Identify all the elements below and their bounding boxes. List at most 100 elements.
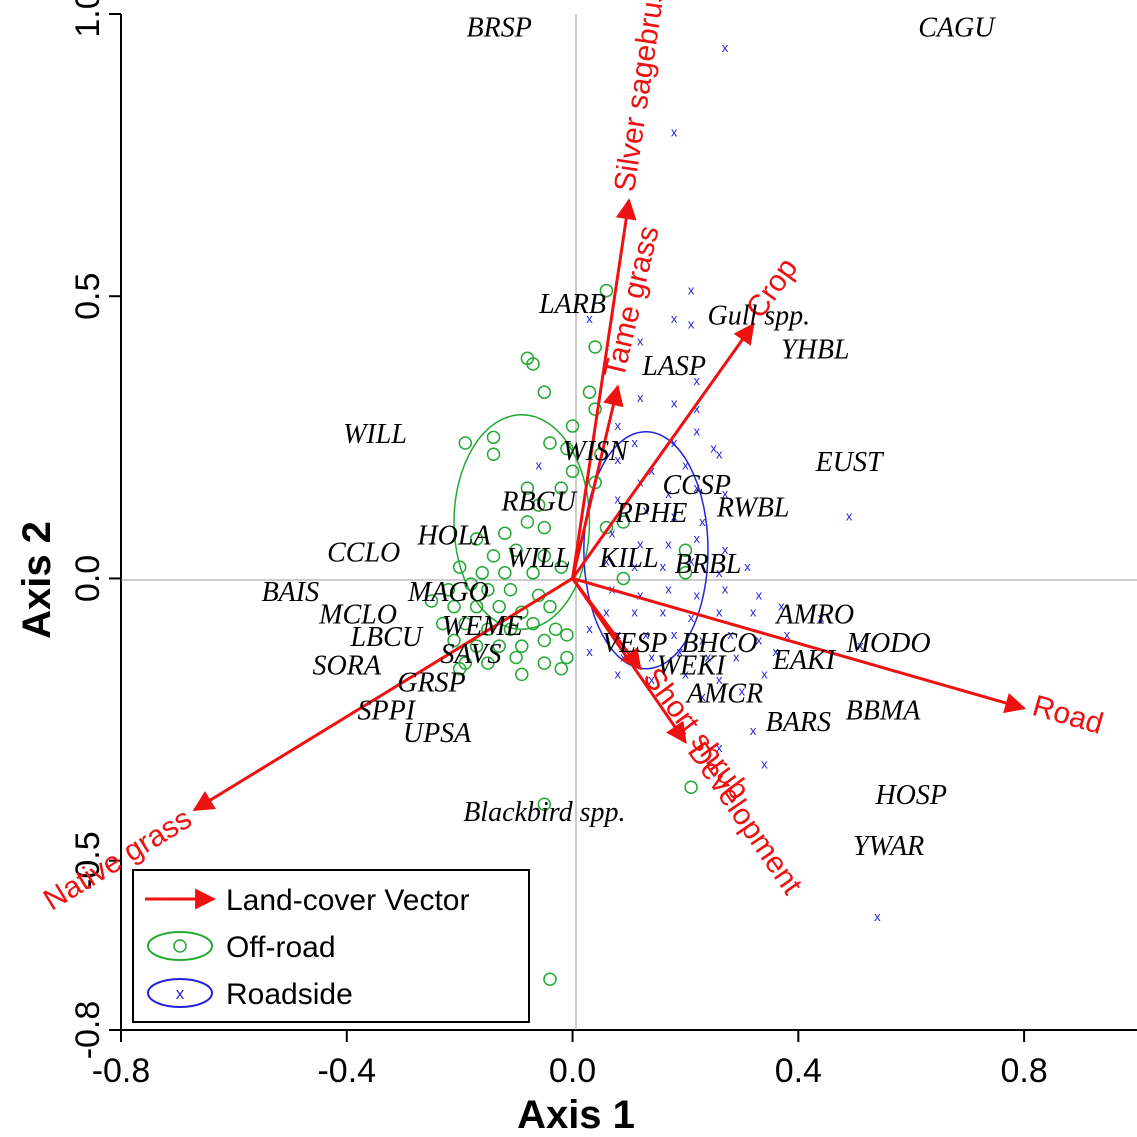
y-tick-label: 0.0 [69,555,107,602]
offroad-point [447,633,461,648]
offroad-point [678,566,693,580]
offroad-point [498,566,512,580]
offroad-point [565,419,580,433]
species-label: YHBL [781,334,849,365]
species-label: GRSP [397,667,465,698]
vector-arrow-native-grass [192,577,574,812]
vector-arrow-short-shrub [571,577,642,671]
offroad-point [515,639,529,653]
roadside-point: x [671,125,678,140]
species-label: WILL [343,419,407,450]
offroad-point [537,385,552,399]
roadside-point: x [727,627,734,642]
species-label: WEME [442,611,523,642]
offroad-point [458,436,473,450]
roadside-point: x [693,480,700,495]
vector-arrow-silver-sagebrush [571,198,637,579]
species-label: YWAR [853,831,924,862]
offroad-point [588,402,602,416]
offroad-point [560,650,574,665]
roadside-point: x [693,531,700,546]
roadside-point: x [614,491,621,506]
offroad-point [537,549,552,563]
species-label: VESP [602,628,667,659]
tick-group: -0.8 -0.4 0.0 0.4 0.8 -0.8 -0.5 0.0 0.5 1.0 [69,0,1048,1090]
offroad-point [452,662,467,676]
roadside-point: x [688,554,695,569]
species-label: EUST [815,447,885,478]
roadside-point: x [665,582,672,597]
offroad-point [481,656,495,670]
roadside-point: x [603,554,610,569]
species-label: WEKI [657,650,727,681]
offroad-point [537,633,552,648]
species-label: BARS [766,707,831,738]
roadside-point: x [874,909,881,924]
group-ellipses [453,414,709,670]
roadside-point: x [818,610,825,625]
y-tick-label: 0.5 [69,273,107,320]
roadside-point: x [778,599,785,614]
offroad-point [616,571,631,586]
roadside-point: x [693,373,700,388]
x-tick-label: -0.8 [92,1052,151,1090]
species-label: HOSP [874,780,947,811]
offroad-point [531,498,546,512]
ellipse-roadside [583,430,709,670]
roadside-point: x [637,587,644,602]
species-label: MCLO [318,600,397,631]
offroad-point [537,656,552,670]
roadside-point: x [733,649,740,664]
roadside-point: x [682,666,689,681]
offroad-point [554,481,569,495]
species-label: AMRO [774,600,854,631]
offroad-point [560,441,574,456]
offroad-point [509,650,523,665]
offroad-point [599,283,614,298]
y-axis-title: Axis 2 [15,521,59,639]
x-axis-title: Axis 1 [517,1093,635,1137]
roadside-point: x [643,627,650,642]
species-label: BRBL [675,549,742,580]
roadside-point: x [671,311,678,326]
roadside-point: x [699,689,706,704]
legend-label-offroad: Off-road [226,931,336,964]
roadside-point: x [693,587,700,602]
roadside-point: x [535,458,542,473]
roadside-point: x [739,683,746,698]
roadside-point: x [614,666,621,681]
roadside-point: x [688,316,695,331]
roadside-point: x [705,649,712,664]
offroad-point [503,582,518,597]
x-tick-label: 0.8 [1000,1052,1047,1090]
roadside-point: x [688,283,695,298]
x-tick-label: -0.4 [317,1052,376,1090]
x-tick-label: 0.0 [549,1052,596,1090]
roadside-point: x [750,604,757,619]
species-label: SORA [313,650,382,681]
offroad-point [452,560,467,574]
roadside-point: x [716,604,723,619]
roadside-point: x [603,604,610,619]
species-label: CAGU [918,13,996,44]
offroad-point [441,582,456,597]
roadside-point: x [722,40,729,55]
species-label: WILL [507,543,571,574]
roadside-point: x [665,486,672,501]
vector-arrow-crop [571,322,755,580]
roadside-point: x [631,559,638,574]
offroad-point [526,566,540,580]
roadside-point: x [744,559,751,574]
roadside-point: x [716,446,723,461]
roadside-point: x [614,452,621,467]
species-label: MODO [846,628,931,659]
roadside-point: x [665,537,672,552]
offroad-point [486,447,501,462]
legend-label-vector: Land-cover Vector [226,884,469,917]
roadside-point: x [671,627,678,642]
offroad-point [565,464,580,478]
roadside-point: x [614,418,621,433]
species-label: MAGO [407,577,489,608]
offroad-point [616,515,631,529]
